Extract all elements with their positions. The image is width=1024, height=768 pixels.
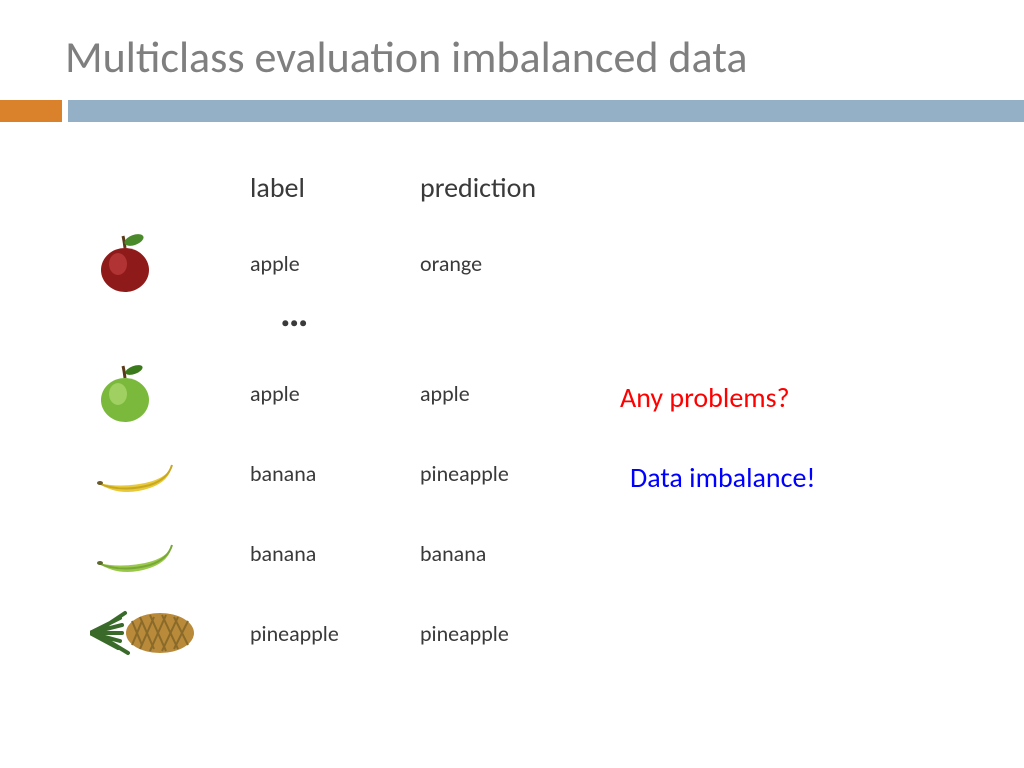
header-icon	[80, 188, 250, 206]
data-table: label prediction apple orange …	[80, 170, 940, 673]
row-label: apple	[250, 223, 420, 303]
row-prediction: banana	[420, 513, 590, 593]
row-icon	[80, 433, 250, 513]
row-prediction: orange	[420, 223, 590, 303]
row-prediction: pineapple	[420, 593, 590, 673]
row-label: banana	[250, 513, 420, 593]
apple-red-icon	[90, 228, 160, 298]
header-label: label	[250, 170, 420, 223]
row-icon	[80, 513, 250, 593]
accent-bar	[0, 100, 1024, 122]
row-label: pineapple	[250, 593, 420, 673]
header-prediction: prediction	[420, 170, 590, 223]
pineapple-icon	[90, 603, 200, 663]
callout-question: Any problems?	[620, 380, 790, 415]
ellipsis: …	[80, 303, 590, 353]
accent-orange-block	[0, 100, 62, 122]
row-prediction: pineapple	[420, 433, 590, 513]
banana-green-icon	[90, 523, 180, 583]
row-icon	[80, 593, 250, 673]
apple-green-icon	[90, 358, 160, 428]
row-icon	[80, 223, 250, 303]
accent-blue-block	[68, 100, 1024, 122]
content-area: label prediction apple orange …	[80, 170, 940, 673]
row-prediction: apple	[420, 353, 590, 433]
slide-title: Multiclass evaluation imbalanced data	[65, 30, 748, 84]
row-label: banana	[250, 433, 420, 513]
banana-yellow-icon	[90, 443, 180, 503]
row-label: apple	[250, 353, 420, 433]
callout-answer: Data imbalance!	[630, 460, 816, 495]
row-icon	[80, 353, 250, 433]
